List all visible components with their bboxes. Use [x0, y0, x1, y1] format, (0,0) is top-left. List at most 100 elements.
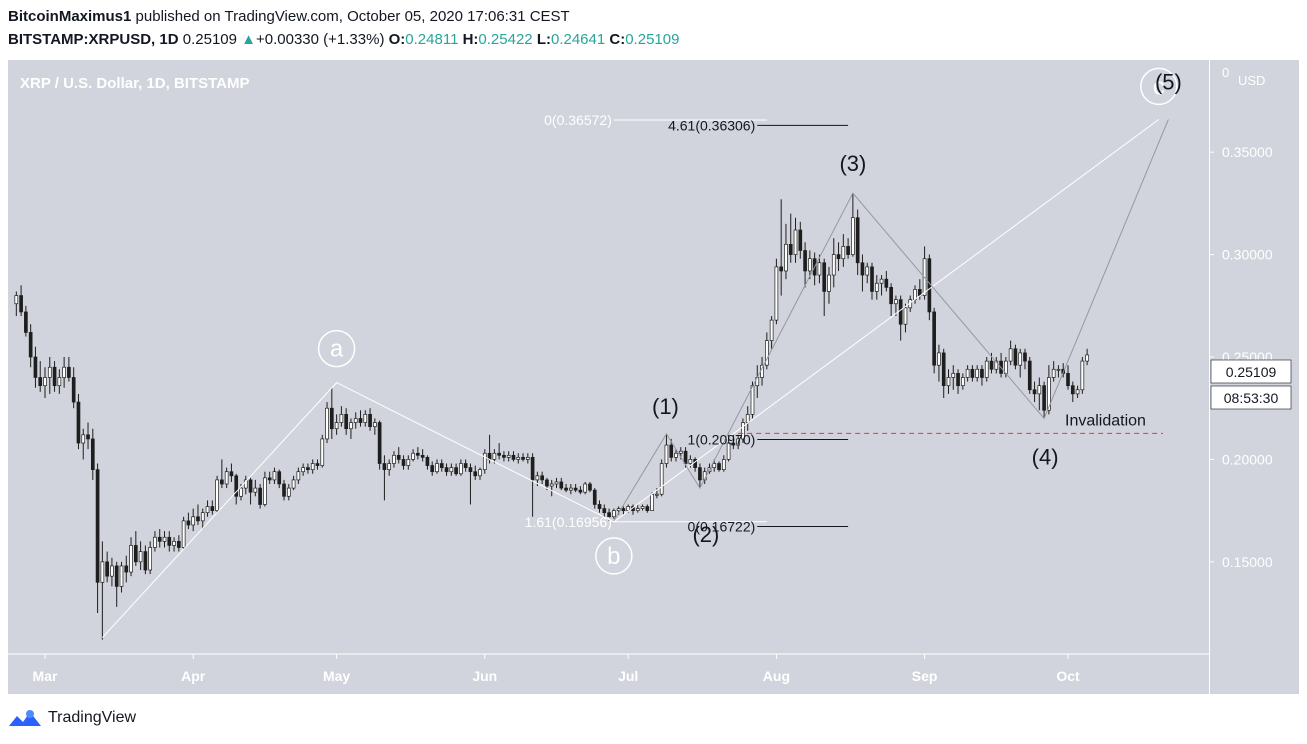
candle	[263, 471, 267, 507]
candle-body	[277, 471, 282, 485]
candle-body	[28, 332, 33, 358]
candle	[635, 504, 640, 513]
open-value: 0.24811	[405, 31, 459, 48]
candle	[980, 365, 984, 386]
candle-body	[678, 450, 683, 454]
candle-body	[449, 467, 454, 473]
candle	[1042, 381, 1046, 419]
low-value: 0.24641	[550, 31, 606, 48]
time-tick-label: Mar	[33, 668, 58, 684]
candle-body	[253, 487, 258, 493]
candle	[19, 285, 23, 317]
candle	[578, 486, 583, 495]
candle	[38, 361, 43, 392]
candle-body	[726, 442, 731, 460]
price-tick-label: 0.20000	[1222, 451, 1273, 467]
fib-level-label: 4.61(0.36306)	[668, 117, 755, 133]
candle-body	[511, 454, 516, 460]
candle-body	[234, 475, 239, 497]
wave-label-c: c	[1140, 67, 1178, 106]
candle-body	[310, 463, 315, 471]
time-axis[interactable]	[8, 654, 1209, 694]
symbol-name: BITSTAMP:XRPUSD, 1D	[8, 31, 179, 48]
candle	[205, 500, 210, 517]
candle-body	[769, 319, 774, 341]
candle-body	[788, 243, 793, 255]
candle-body	[478, 469, 482, 477]
candle-body	[473, 471, 478, 477]
candle-body	[143, 551, 148, 571]
wave-label-3: (3)	[839, 151, 866, 176]
candle	[569, 483, 573, 495]
candle	[57, 369, 62, 394]
candle-body	[592, 489, 597, 505]
wave-label-5: (5)	[1155, 69, 1182, 94]
candle	[1032, 381, 1037, 403]
candle-body	[296, 471, 301, 481]
fib-level-label: 1.61(0.16956)	[525, 514, 612, 530]
candle-body	[1032, 389, 1037, 395]
author-name[interactable]: BitcoinMaximus1	[8, 8, 132, 25]
candle-body	[1070, 385, 1075, 395]
price-tick-label: 0.35000	[1222, 144, 1273, 160]
open-label: O:	[388, 31, 406, 48]
candle	[234, 473, 239, 505]
candle-body	[454, 467, 458, 475]
candle	[573, 483, 578, 493]
candle	[698, 463, 702, 489]
candle	[1008, 340, 1013, 366]
candle-body	[865, 266, 870, 276]
candle-body	[186, 520, 191, 526]
abc-wave-line	[101, 118, 1160, 638]
candle-body	[621, 508, 626, 511]
candle-body	[535, 475, 540, 481]
time-tick-label: Aug	[763, 668, 790, 684]
footer-branding[interactable]: TradingView	[8, 708, 136, 728]
candle-body	[927, 258, 932, 313]
candle-body	[674, 452, 678, 458]
price-chart[interactable]: XRP / U.S. Dollar, 1D, BITSTAMP USD 0 0(…	[0, 0, 1307, 700]
candle-body	[129, 545, 133, 573]
candle-body	[263, 477, 267, 505]
candle	[846, 238, 850, 259]
last-price: 0.25109	[182, 31, 237, 48]
candle	[310, 459, 315, 474]
candle-body	[941, 352, 946, 387]
candle-body	[210, 506, 215, 511]
candle-body	[267, 477, 272, 481]
candle	[860, 254, 865, 292]
current-price-label: 0.25109	[1210, 359, 1292, 384]
candle-body	[612, 510, 616, 518]
candle	[454, 463, 458, 476]
candle	[105, 551, 109, 583]
close-value: 0.25109	[625, 31, 680, 48]
candle	[659, 459, 664, 497]
candle-body	[712, 463, 717, 468]
candle-body	[569, 487, 573, 491]
candle-body	[181, 520, 186, 548]
candle-body	[392, 454, 396, 464]
candle-body	[822, 262, 827, 292]
price-tick-label: 0.15000	[1222, 554, 1273, 570]
candle	[439, 459, 444, 472]
candle-body	[846, 246, 850, 255]
candle-body	[784, 243, 788, 272]
candle	[851, 193, 855, 257]
candle	[1075, 385, 1080, 398]
candle-body	[855, 217, 860, 264]
candle-body	[243, 479, 248, 489]
svg-text:a: a	[330, 336, 344, 363]
candle-body	[76, 401, 81, 444]
candle	[114, 561, 119, 607]
countdown-value: 08:53:30	[1224, 390, 1279, 406]
candle-body	[349, 422, 353, 430]
candle-body	[521, 457, 525, 460]
candle	[253, 479, 258, 497]
candle-body	[588, 483, 592, 491]
candle-body	[220, 479, 224, 485]
price-tick-label: 0.30000	[1222, 247, 1273, 263]
candle	[1085, 348, 1089, 366]
candle	[946, 369, 951, 394]
candle-body	[980, 368, 984, 378]
symbol-info: BITSTAMP:XRPUSD, 1D 0.25109 ▲+0.00330 (+…	[8, 31, 679, 48]
